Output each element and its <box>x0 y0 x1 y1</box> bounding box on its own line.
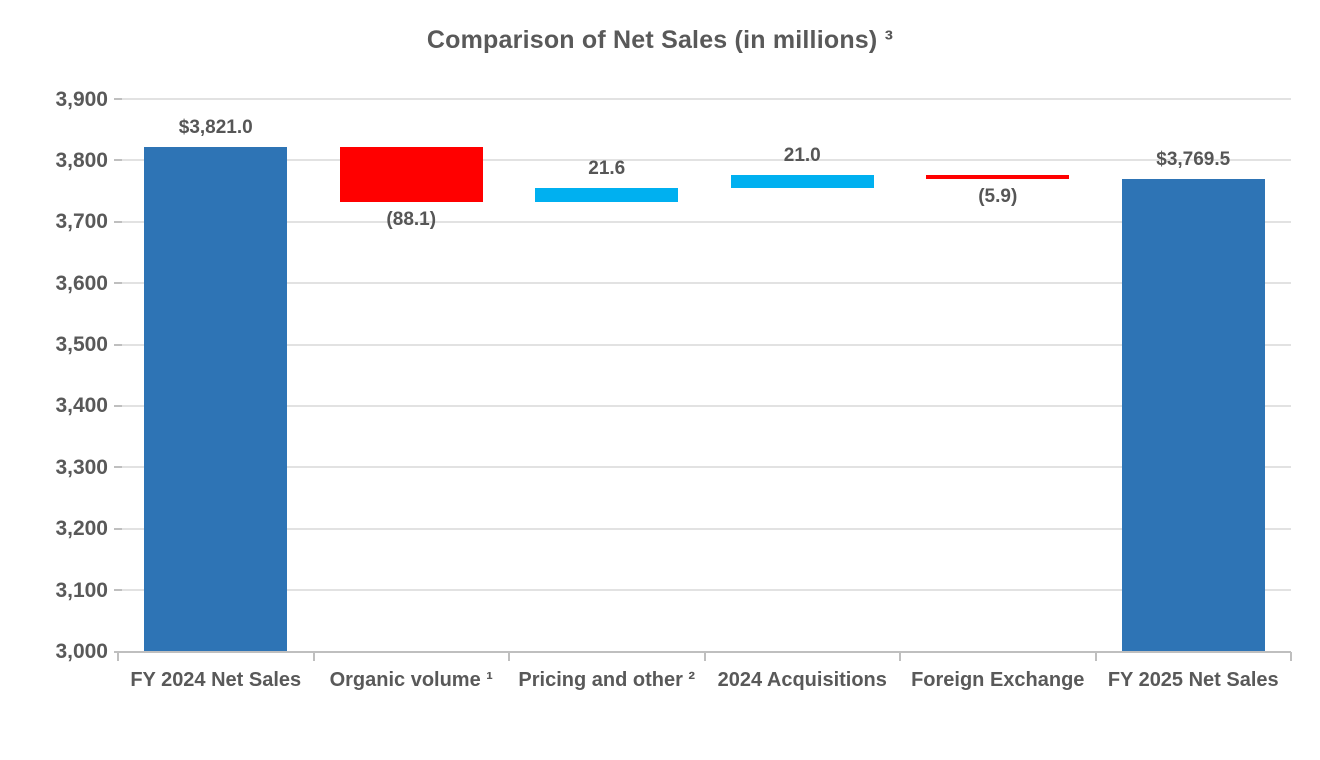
gridline <box>118 589 1291 592</box>
gridline <box>118 220 1291 223</box>
category-label-pricing-and-other: Pricing and other ² <box>518 669 696 691</box>
bar-value-label-fy-2025-net-sales: $3,769.5 <box>1156 149 1231 171</box>
y-axis-tick-label: 3,200 <box>55 517 108 541</box>
x-axis-tick <box>1094 651 1097 661</box>
bar-organic-volume <box>339 147 483 202</box>
gridline <box>118 343 1291 346</box>
gridline <box>118 159 1291 162</box>
bar-value-label-organic-volume: (88.1) <box>386 208 437 230</box>
y-axis-tick-label: 3,400 <box>55 394 108 418</box>
x-axis-tick <box>1290 651 1292 661</box>
bar-2024-acquisitions <box>730 175 874 189</box>
bar-value-label-2024-acquisitions: 21.0 <box>783 145 821 167</box>
y-axis-tick <box>114 589 122 592</box>
x-axis-tick <box>703 651 706 661</box>
x-axis-tick <box>117 651 119 661</box>
bar-value-label-fy-2024-net-sales: $3,821.0 <box>178 117 253 139</box>
y-axis-tick-label: 3,500 <box>55 333 108 357</box>
y-axis-tick <box>114 343 122 346</box>
y-axis-tick <box>114 404 122 407</box>
bar-foreign-exchange <box>926 175 1070 180</box>
bar-value-label-foreign-exchange: (5.9) <box>978 186 1018 208</box>
x-axis-tick <box>508 651 510 661</box>
y-axis-tick-label: 3,700 <box>55 210 108 234</box>
category-label-2024-acquisitions: 2024 Acquisitions <box>717 669 887 691</box>
y-axis-tick <box>114 466 122 469</box>
y-axis-tick <box>114 98 122 100</box>
y-axis-tick <box>114 159 122 162</box>
y-axis-tick-label: 3,100 <box>55 578 108 602</box>
y-axis-tick <box>114 527 122 530</box>
y-axis-tick-label: 3,300 <box>55 455 108 479</box>
y-axis-tick <box>114 220 122 223</box>
bar-fy-2025-net-sales <box>1121 179 1265 652</box>
y-axis-tick-label: 3,900 <box>55 87 108 111</box>
gridline <box>118 282 1291 285</box>
bar-pricing-and-other <box>535 188 679 202</box>
x-axis-tick <box>312 651 315 661</box>
x-axis-tick <box>899 651 901 661</box>
gridline <box>118 527 1291 530</box>
bar-value-label-pricing-and-other: 21.6 <box>588 158 626 180</box>
category-label-foreign-exchange: Foreign Exchange <box>911 669 1085 691</box>
gridline <box>118 466 1291 469</box>
category-label-fy-2025-net-sales: FY 2025 Net Sales <box>1107 669 1279 691</box>
y-axis-tick <box>114 282 122 285</box>
category-label-fy-2024-net-sales: FY 2024 Net Sales <box>130 669 302 691</box>
bar-fy-2024-net-sales <box>144 147 288 652</box>
chart-title: Comparison of Net Sales (in millions) ³ <box>426 26 894 54</box>
gridline <box>118 98 1291 100</box>
y-axis-tick-label: 3,000 <box>55 640 108 663</box>
y-axis-tick-label: 3,600 <box>55 271 108 295</box>
y-axis-tick-label: 3,800 <box>55 148 108 172</box>
category-label-organic-volume: Organic volume ¹ <box>329 669 493 691</box>
gridline <box>118 404 1291 407</box>
